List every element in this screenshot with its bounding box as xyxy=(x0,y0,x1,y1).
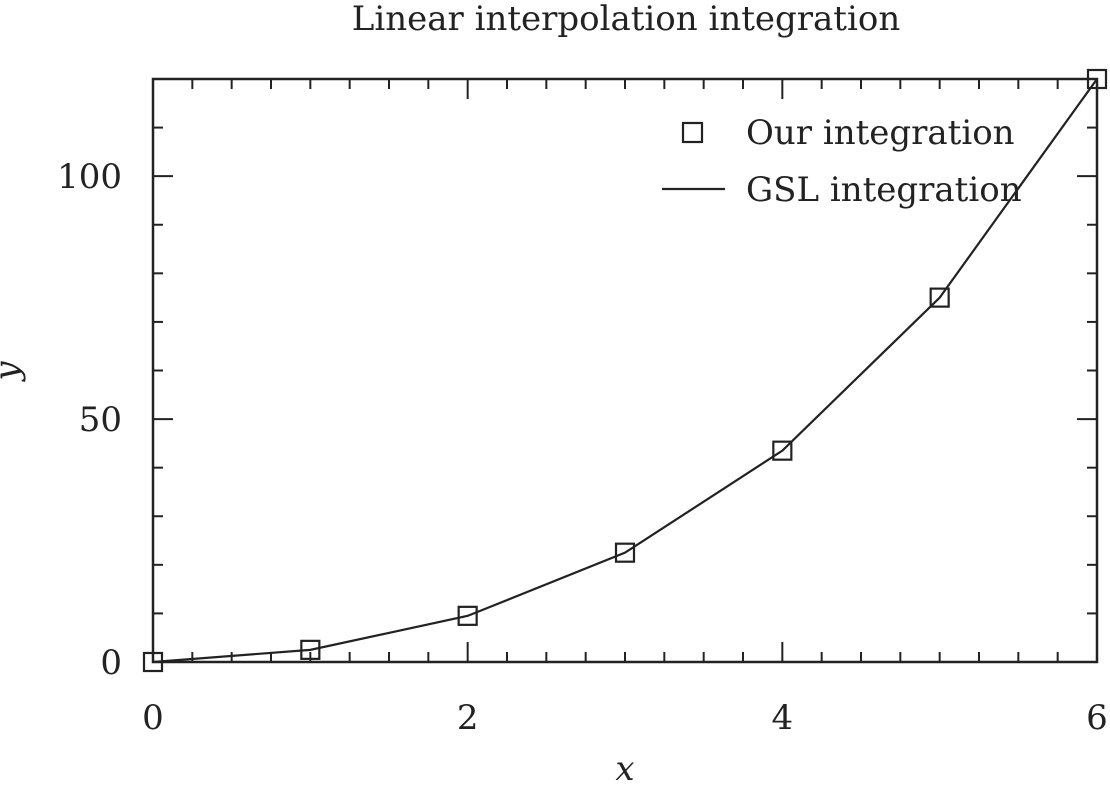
data-point-square-marker xyxy=(772,440,793,461)
chart-title: Linear interpolation integration xyxy=(352,0,900,39)
x-axis-label: x xyxy=(615,749,634,787)
legend-label-our-integration: Our integration xyxy=(746,113,1015,153)
y-tick-label: 0 xyxy=(100,643,122,683)
legend-marker-square xyxy=(681,121,704,144)
data-point-square-marker xyxy=(614,542,636,563)
plot-area xyxy=(151,77,1099,664)
data-point-square-marker xyxy=(300,639,321,660)
data-point-square-marker xyxy=(457,605,478,626)
series-line-gsl-integration xyxy=(152,78,1098,664)
x-tick-label: 2 xyxy=(457,698,479,738)
series-layer xyxy=(142,68,1108,673)
y-tick-label: 50 xyxy=(79,400,122,440)
data-point-square-marker xyxy=(929,287,950,308)
x-tick-label: 6 xyxy=(1086,698,1108,738)
data-point-square-marker xyxy=(142,651,164,673)
legend-label-gsl-integration: GSL integration xyxy=(746,170,1022,210)
x-tick-label: 4 xyxy=(772,698,794,738)
tick-labels: 0 2 4 6 0 50 100 xyxy=(57,157,1108,738)
y-axis-label: y xyxy=(0,361,27,383)
y-tick-label: 100 xyxy=(57,157,122,197)
plot-frame xyxy=(151,77,1099,664)
legend: Our integration GSL integration xyxy=(662,113,1022,210)
data-point-square-marker xyxy=(1086,68,1108,90)
axis-ticks xyxy=(152,78,1098,663)
x-tick-label: 0 xyxy=(142,698,164,738)
